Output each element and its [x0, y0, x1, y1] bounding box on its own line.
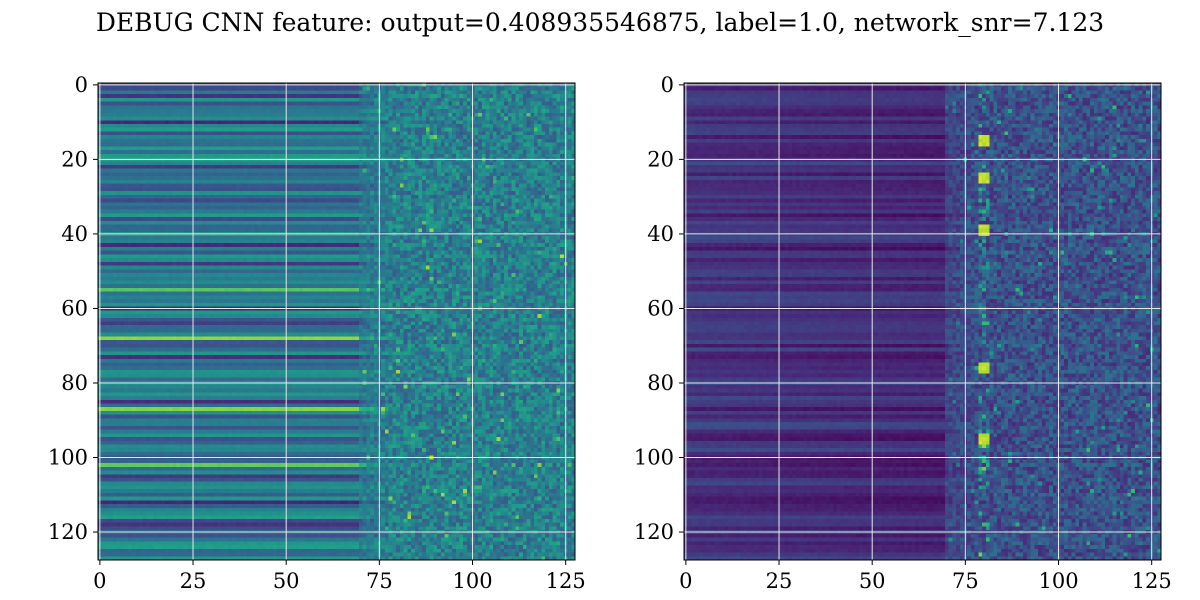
y-tick-label: 120	[48, 520, 88, 544]
axes-frame	[683, 82, 1162, 561]
heatmap-right: 0 25 50 75 100 125 0 20 40 60 80 100 120	[634, 73, 1172, 593]
x-tick-label: 75	[366, 569, 393, 593]
x-tick-label: 0	[93, 569, 106, 593]
y-tick-label: 0	[661, 73, 674, 97]
y-tick-label: 40	[61, 222, 88, 246]
x-tick-label: 75	[952, 569, 979, 593]
y-tick-label: 60	[647, 296, 674, 320]
x-tick-label: 100	[452, 569, 492, 593]
x-tick-label: 50	[273, 569, 300, 593]
y-tick-label: 80	[61, 371, 88, 395]
heatmap-cells	[684, 83, 1161, 560]
y-tick-label: 60	[61, 296, 88, 320]
x-tick-label: 100	[1038, 569, 1078, 593]
y-tick-label: 100	[48, 446, 88, 470]
y-tick-label: 120	[634, 520, 674, 544]
y-tick-label: 80	[647, 371, 674, 395]
x-tick-label: 50	[859, 569, 886, 593]
axes-frame	[97, 82, 576, 561]
x-tick-label: 0	[679, 569, 692, 593]
y-tick-label: 0	[75, 73, 88, 97]
y-tick-label: 20	[61, 147, 88, 171]
x-tick-label: 25	[180, 569, 207, 593]
y-tick-label: 40	[647, 222, 674, 246]
x-tick-label: 25	[766, 569, 793, 593]
heatmap-cells	[98, 83, 575, 560]
figure-title: DEBUG CNN feature: output=0.408935546875…	[95, 8, 1105, 37]
x-tick-label: 125	[1132, 569, 1172, 593]
heatmap-left: 0 25 50 75 100 125 0 20 40 60 80 100 120	[48, 73, 586, 593]
x-tick-label: 125	[546, 569, 586, 593]
y-tick-label: 100	[634, 446, 674, 470]
y-tick-label: 20	[647, 147, 674, 171]
